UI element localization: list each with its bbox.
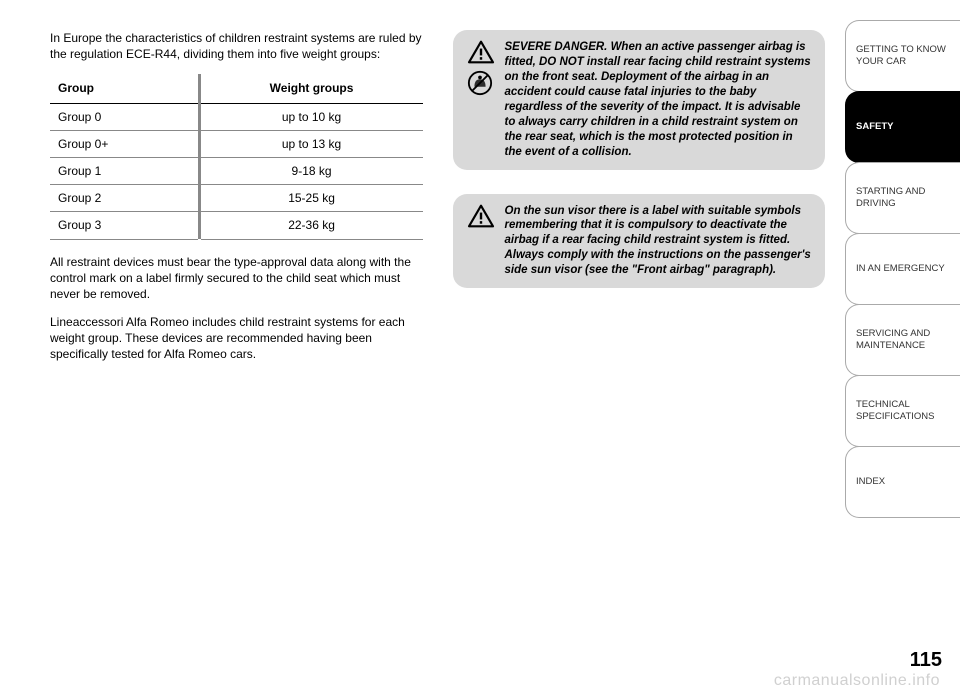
lineaccessori-paragraph: Lineaccessori Alfa Romeo includes child … <box>50 314 423 363</box>
table-row: Group 0+ up to 13 kg <box>50 130 423 157</box>
cell-weight: 22-36 kg <box>201 212 423 239</box>
section-tabs: GETTING TO KNOW YOUR CAR SAFETY STARTING… <box>845 0 960 686</box>
tab-emergency[interactable]: IN AN EMERGENCY <box>845 233 960 305</box>
manual-page: In Europe the characteristics of childre… <box>0 0 960 686</box>
cell-group: Group 0 <box>50 103 198 130</box>
cell-weight: up to 10 kg <box>201 103 423 130</box>
warning-triangle-icon <box>467 204 495 228</box>
tab-index[interactable]: INDEX <box>845 446 960 518</box>
tab-safety[interactable]: SAFETY <box>845 91 960 163</box>
table-row: Group 0 up to 10 kg <box>50 103 423 130</box>
no-child-seat-icon <box>467 70 493 96</box>
page-number: 115 <box>910 649 942 672</box>
tab-label: TECHNICAL SPECIFICATIONS <box>856 399 950 423</box>
table-row: Group 2 15-25 kg <box>50 185 423 212</box>
watermark: carmanualsonline.info <box>774 672 940 690</box>
cell-group: Group 1 <box>50 157 198 184</box>
tab-label: STARTING AND DRIVING <box>856 186 950 210</box>
cell-weight: up to 13 kg <box>201 130 423 157</box>
table-row: Group 3 22-36 kg <box>50 212 423 239</box>
header-group: Group <box>50 74 198 103</box>
tab-label: SAFETY <box>856 121 893 133</box>
weight-groups-table: Group Weight groups Group 0 up to 10 kg … <box>50 74 423 239</box>
approval-paragraph: All restraint devices must bear the type… <box>50 254 423 303</box>
cell-group: Group 3 <box>50 212 198 239</box>
warning-icons <box>467 40 495 160</box>
intro-paragraph: In Europe the characteristics of childre… <box>50 30 423 62</box>
header-weight: Weight groups <box>201 74 423 103</box>
tab-label: IN AN EMERGENCY <box>856 263 945 275</box>
warning-severe-danger: SEVERE DANGER. When an active passenger … <box>453 30 826 170</box>
cell-group: Group 2 <box>50 185 198 212</box>
tab-label: SERVICING AND MAINTENANCE <box>856 328 950 352</box>
warning-text: SEVERE DANGER. When an active passenger … <box>505 40 812 160</box>
tab-label: INDEX <box>856 476 885 488</box>
content-area: In Europe the characteristics of childre… <box>0 0 845 686</box>
table-header-row: Group Weight groups <box>50 74 423 103</box>
cell-group: Group 0+ <box>50 130 198 157</box>
warning-triangle-icon <box>467 40 495 64</box>
cell-weight: 15-25 kg <box>201 185 423 212</box>
warning-text: On the sun visor there is a label with s… <box>505 204 812 279</box>
left-column: In Europe the characteristics of childre… <box>50 30 423 666</box>
tab-getting-to-know[interactable]: GETTING TO KNOW YOUR CAR <box>845 20 960 92</box>
cell-weight: 9-18 kg <box>201 157 423 184</box>
tab-label: GETTING TO KNOW YOUR CAR <box>856 44 950 68</box>
table-row: Group 1 9-18 kg <box>50 157 423 184</box>
warning-sun-visor: On the sun visor there is a label with s… <box>453 194 826 289</box>
warning-icons <box>467 204 495 279</box>
tab-technical[interactable]: TECHNICAL SPECIFICATIONS <box>845 375 960 447</box>
tab-servicing[interactable]: SERVICING AND MAINTENANCE <box>845 304 960 376</box>
right-column: SEVERE DANGER. When an active passenger … <box>453 30 826 666</box>
tab-starting-driving[interactable]: STARTING AND DRIVING <box>845 162 960 234</box>
